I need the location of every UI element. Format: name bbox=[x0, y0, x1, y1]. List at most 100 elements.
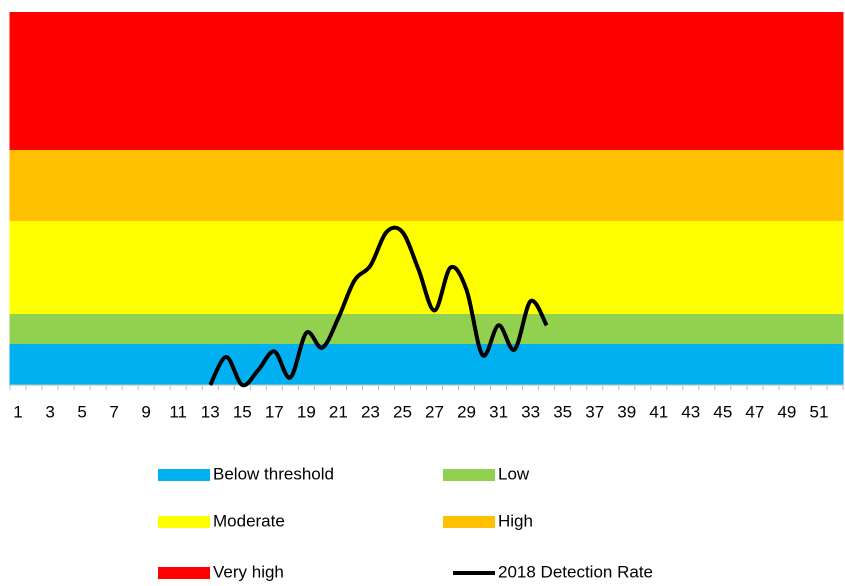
area-segment bbox=[378, 12, 395, 151]
area-segment bbox=[586, 12, 604, 151]
area-segment bbox=[698, 12, 716, 151]
area-segment bbox=[330, 314, 347, 344]
area-segment bbox=[266, 314, 283, 344]
area-segment bbox=[41, 314, 59, 344]
area-segment bbox=[346, 220, 363, 315]
area-segment bbox=[41, 150, 59, 221]
legend-label: 2018 Detection Rate bbox=[498, 562, 653, 581]
area-segment bbox=[554, 314, 571, 344]
area-segment bbox=[554, 12, 571, 151]
area-segment bbox=[121, 12, 139, 151]
area-segment bbox=[618, 220, 636, 315]
area-segment bbox=[458, 314, 475, 344]
area-segment bbox=[9, 12, 27, 151]
area-segment bbox=[794, 220, 812, 315]
area-segment bbox=[378, 314, 395, 344]
area-segment bbox=[490, 12, 507, 151]
area-segment bbox=[362, 12, 379, 151]
area-segment bbox=[137, 220, 155, 315]
area-segment bbox=[201, 343, 219, 385]
area-segment bbox=[282, 150, 299, 221]
area-segment bbox=[25, 12, 43, 151]
area-segment bbox=[346, 12, 363, 151]
area-segment bbox=[249, 150, 267, 221]
area-segment bbox=[778, 343, 796, 385]
area-segment bbox=[522, 314, 539, 344]
x-tick-label: 17 bbox=[265, 402, 284, 421]
area-segment bbox=[666, 343, 684, 385]
area-segment bbox=[618, 150, 636, 221]
x-tick-label: 29 bbox=[457, 402, 476, 421]
x-tick-label: 3 bbox=[45, 402, 54, 421]
area-segment bbox=[730, 150, 748, 221]
area-segment bbox=[201, 220, 219, 315]
area-segment bbox=[410, 150, 427, 221]
area-segment bbox=[105, 150, 123, 221]
area-segment bbox=[426, 314, 443, 344]
legend-swatch bbox=[158, 469, 210, 481]
area-segment bbox=[426, 150, 443, 221]
area-segment bbox=[9, 314, 27, 344]
area-segment bbox=[746, 314, 764, 344]
area-segment bbox=[89, 220, 107, 315]
area-segment bbox=[153, 220, 171, 315]
area-segment bbox=[650, 343, 668, 385]
area-segment bbox=[634, 220, 652, 315]
area-segment bbox=[458, 220, 475, 315]
area-segment bbox=[362, 314, 379, 344]
area-segment bbox=[746, 220, 764, 315]
x-tick-label: 31 bbox=[489, 402, 508, 421]
area-segment bbox=[666, 150, 684, 221]
area-segment bbox=[650, 12, 668, 151]
x-tick-label: 33 bbox=[521, 402, 540, 421]
area-segment bbox=[746, 12, 764, 151]
area-segment bbox=[153, 150, 171, 221]
area-segment bbox=[778, 220, 796, 315]
area-segment bbox=[746, 150, 764, 221]
area-segment bbox=[762, 220, 780, 315]
area-segment bbox=[618, 12, 636, 151]
area-segment bbox=[314, 314, 331, 344]
area-segment bbox=[330, 150, 347, 221]
area-segment bbox=[810, 314, 828, 344]
area-segment bbox=[330, 220, 347, 315]
area-segment bbox=[538, 150, 555, 221]
area-segment bbox=[602, 150, 620, 221]
x-tick-label: 23 bbox=[361, 402, 380, 421]
area-segment bbox=[217, 150, 235, 221]
area-segment bbox=[586, 314, 604, 344]
area-segment bbox=[41, 220, 59, 315]
area-segment bbox=[522, 220, 539, 315]
area-segment bbox=[570, 343, 587, 385]
area-segment bbox=[826, 220, 844, 315]
area-segment bbox=[169, 12, 187, 151]
area-segment bbox=[298, 150, 315, 221]
area-segment bbox=[634, 314, 652, 344]
area-segment bbox=[185, 343, 203, 385]
area-segment bbox=[249, 314, 267, 344]
area-segment bbox=[826, 150, 844, 221]
x-tick-label: 9 bbox=[141, 402, 150, 421]
area-segment bbox=[169, 343, 187, 385]
area-segment bbox=[570, 314, 587, 344]
area-segment bbox=[794, 343, 812, 385]
x-tick-label: 25 bbox=[393, 402, 412, 421]
area-segment bbox=[458, 343, 475, 385]
area-segment bbox=[730, 220, 748, 315]
area-segment bbox=[137, 314, 155, 344]
area-segment bbox=[698, 343, 716, 385]
area-segment bbox=[25, 343, 43, 385]
area-segment bbox=[137, 12, 155, 151]
area-segment bbox=[201, 12, 219, 151]
area-segment bbox=[249, 220, 267, 315]
area-segment bbox=[650, 314, 668, 344]
area-segment bbox=[121, 343, 139, 385]
area-segment bbox=[394, 12, 411, 151]
area-segment bbox=[217, 12, 235, 151]
area-segment bbox=[314, 343, 331, 385]
area-segment bbox=[554, 150, 571, 221]
area-segment bbox=[506, 150, 523, 221]
area-segment bbox=[554, 343, 571, 385]
area-segment bbox=[394, 343, 411, 385]
